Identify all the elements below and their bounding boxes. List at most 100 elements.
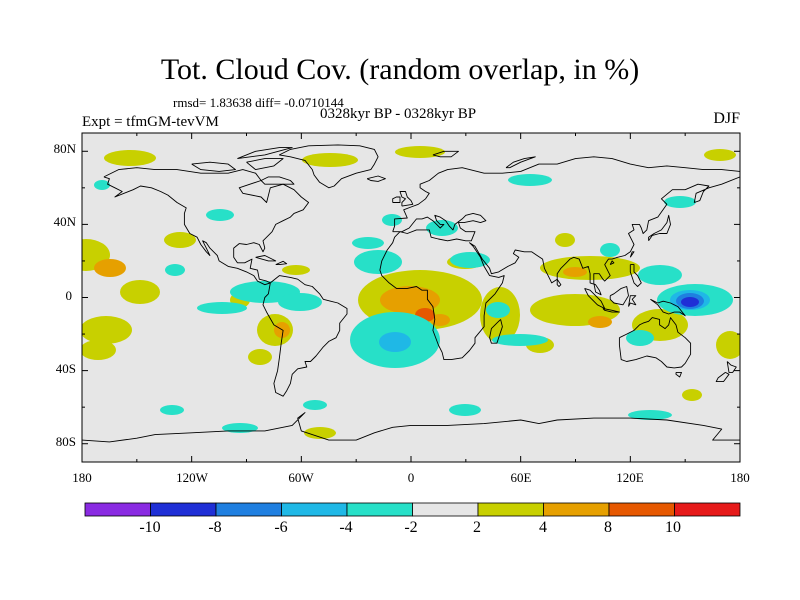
colorbar-swatch bbox=[84, 502, 151, 517]
coastline bbox=[191, 161, 236, 172]
anomaly-patch bbox=[94, 259, 126, 277]
anomaly-patch bbox=[302, 153, 358, 167]
plot-title: Tot. Cloud Cov. (random overlap, in %) bbox=[160, 53, 640, 86]
coastline bbox=[628, 295, 637, 307]
anomaly-patch bbox=[449, 404, 481, 416]
coastline bbox=[648, 214, 671, 242]
latitude-labels: 80N 40N 0 40S 80S bbox=[54, 141, 77, 449]
anomaly-patch bbox=[278, 293, 322, 311]
map-ticks bbox=[81, 133, 741, 462]
colorbar-swatch bbox=[281, 502, 348, 517]
anomaly-patch bbox=[628, 410, 672, 420]
anomaly-patch bbox=[82, 316, 132, 344]
coastline bbox=[432, 150, 459, 158]
anomaly-patch bbox=[626, 330, 654, 346]
coastline bbox=[675, 371, 682, 378]
coastline bbox=[629, 251, 635, 258]
anomaly-patch bbox=[164, 232, 196, 248]
anomaly-patch bbox=[354, 250, 402, 274]
coastline bbox=[629, 264, 642, 287]
anomaly-patch bbox=[120, 280, 160, 304]
anomaly-patch bbox=[303, 400, 327, 410]
anomaly-patch bbox=[197, 302, 247, 314]
coastline bbox=[726, 361, 737, 373]
anomaly-patch bbox=[430, 314, 450, 326]
anomaly-patch bbox=[282, 265, 310, 275]
anomaly-patch bbox=[508, 174, 552, 186]
lon-label-120w: 120W bbox=[176, 470, 209, 485]
coastline bbox=[602, 308, 620, 313]
coastline bbox=[103, 167, 310, 286]
coastline bbox=[278, 144, 379, 189]
colorbar-label: -2 bbox=[404, 519, 417, 536]
lon-label-120e: 120E bbox=[616, 470, 644, 485]
lon-label-60e: 60E bbox=[511, 470, 532, 485]
anomaly-patch bbox=[382, 214, 402, 226]
anomaly-patch bbox=[82, 340, 116, 360]
coastline bbox=[609, 260, 615, 266]
stats-line: rmsd= 1.83638 diff= -0.0710144 bbox=[173, 95, 344, 110]
anomaly-patch bbox=[555, 233, 575, 247]
coastline bbox=[82, 412, 740, 443]
anomaly-patch bbox=[704, 149, 736, 161]
coastline bbox=[262, 275, 348, 397]
anomaly-patch bbox=[222, 423, 258, 433]
colorbar-label: -6 bbox=[274, 519, 287, 536]
lat-label-eq: 0 bbox=[66, 288, 73, 303]
coastline bbox=[246, 158, 284, 171]
coastline bbox=[618, 317, 692, 369]
coastline bbox=[260, 176, 295, 185]
anomaly-patch bbox=[160, 405, 184, 415]
anomaly-patch bbox=[352, 237, 384, 249]
anomaly-patch bbox=[600, 243, 620, 257]
coastline bbox=[379, 156, 740, 361]
colorbar-label: 2 bbox=[473, 519, 481, 536]
colorbar-labels: -10 -8 -6 -4 -2 2 4 8 10 bbox=[139, 519, 681, 536]
coastline bbox=[237, 147, 293, 160]
coastline bbox=[255, 255, 277, 262]
anomaly-patch bbox=[492, 334, 548, 346]
coastline bbox=[650, 298, 686, 317]
lat-label-40s: 40S bbox=[56, 361, 76, 376]
anomaly-patch bbox=[395, 146, 445, 158]
colorbar-swatch bbox=[477, 502, 544, 517]
lon-label-60w: 60W bbox=[288, 470, 314, 485]
coastline bbox=[366, 175, 386, 182]
colorbar-swatch bbox=[543, 502, 610, 517]
lon-label-180e: 180 bbox=[730, 470, 750, 485]
colorbar-swatch bbox=[215, 502, 282, 517]
map-panel bbox=[81, 132, 741, 463]
anomaly-field bbox=[82, 146, 740, 439]
colorbar-label: -8 bbox=[208, 519, 221, 536]
colorbar-label: -4 bbox=[339, 519, 352, 536]
anomaly-patch bbox=[588, 316, 612, 328]
anomaly-patch bbox=[380, 286, 440, 314]
coastline bbox=[556, 278, 562, 287]
anomaly-patch bbox=[426, 220, 458, 236]
coastline bbox=[392, 196, 401, 203]
anomaly-patch bbox=[206, 209, 234, 221]
colorbar-swatch bbox=[346, 502, 413, 517]
anomaly-patch bbox=[379, 332, 411, 352]
coastline bbox=[399, 191, 414, 207]
colorbar-swatch bbox=[608, 502, 675, 517]
colorbar-swatch bbox=[412, 502, 479, 517]
anomaly-patch bbox=[681, 297, 699, 307]
anomaly-patch bbox=[94, 180, 110, 190]
anomaly-patch bbox=[664, 196, 696, 208]
anomaly-patch bbox=[304, 427, 336, 439]
anomaly-patch bbox=[248, 349, 272, 365]
season-label: DJF bbox=[713, 110, 740, 127]
lat-label-40n: 40N bbox=[54, 214, 77, 229]
lon-label-180w: 180 bbox=[72, 470, 92, 485]
colorbar bbox=[84, 502, 741, 517]
coastline bbox=[609, 286, 629, 306]
colorbar-label: 8 bbox=[604, 519, 612, 536]
anomaly-patch bbox=[104, 150, 156, 166]
lat-label-80s: 80S bbox=[56, 434, 76, 449]
coastline bbox=[505, 156, 536, 169]
colorbar-swatch bbox=[150, 502, 217, 517]
anomaly-patch bbox=[486, 302, 510, 318]
coastline bbox=[715, 372, 730, 383]
anomaly-patch bbox=[716, 331, 740, 359]
